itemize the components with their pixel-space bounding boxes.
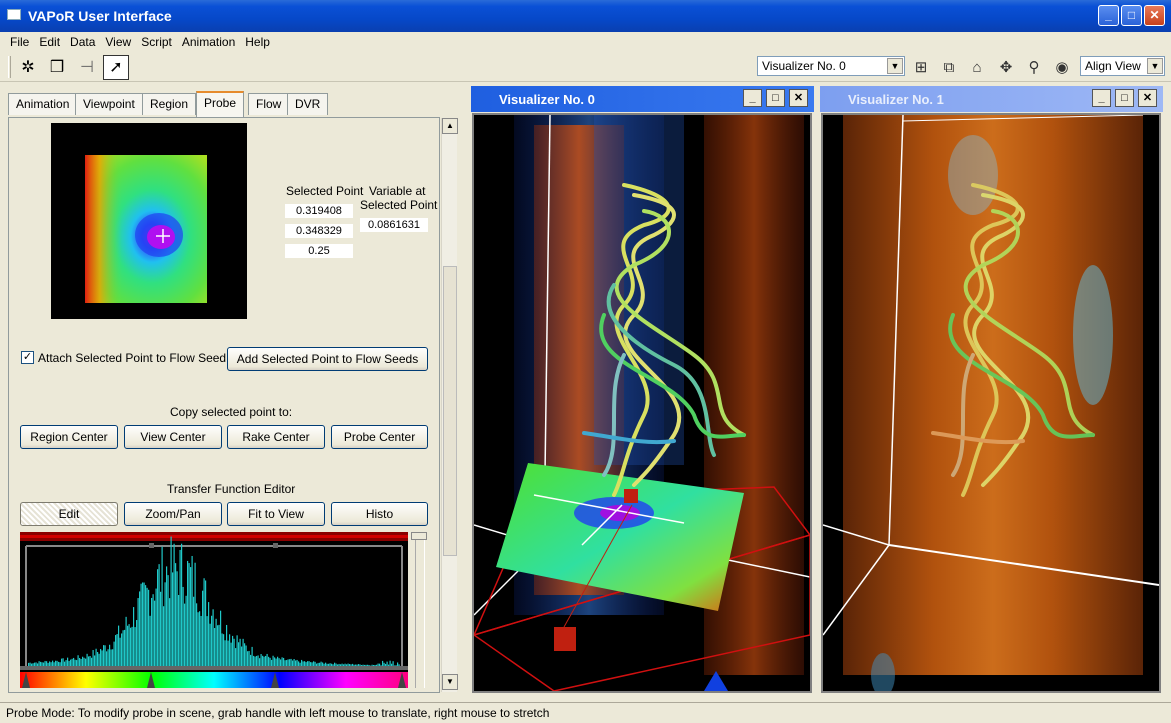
variable-label-2: Selected Point [360,198,438,212]
tf-edit-button[interactable]: Edit [20,502,118,526]
menu-help[interactable]: Help [245,35,270,49]
tab-region[interactable]: Region [142,93,197,115]
tile-icon[interactable]: ⊞ [914,59,928,76]
visualizer-0-titlebar[interactable]: Visualizer No. 0 _ □ ✕ [471,86,814,112]
scroll-down-icon[interactable]: ▼ [442,674,458,690]
viz1-minimize-button[interactable]: _ [1092,89,1111,107]
variable-value-field: 0.0861631 [360,218,428,232]
coord-z-field[interactable]: 0.25 [285,244,353,258]
status-bar: Probe Mode: To modify probe in scene, gr… [0,702,1171,723]
visualizer-0-canvas[interactable] [472,113,812,693]
rake-center-button[interactable]: Rake Center [227,425,325,449]
menu-view[interactable]: View [105,35,132,49]
variable-label: Variable at [369,184,426,198]
probe-image[interactable] [51,123,247,319]
probe-center-button[interactable]: Probe Center [331,425,428,449]
menu-script[interactable]: Script [141,35,172,49]
copy-label: Copy selected point to: [170,405,293,419]
chevron-down-icon: ▼ [887,58,903,74]
visualizer-1-title: Visualizer No. 1 [848,92,944,107]
align-view-select[interactable]: Align View ▼ [1080,56,1165,76]
navigate-icon[interactable]: ✲ [21,59,35,76]
toolbar-grip[interactable] [8,56,11,78]
toolbar: ✲ ❒ ⊣ ➚ Visualizer No. 0 ▼ ⊞ ⧉ ⌂ ✥ ⚲ ◉ A… [0,52,1171,82]
visualizer-1-titlebar[interactable]: Visualizer No. 1 _ □ ✕ [820,86,1163,112]
maximize-button[interactable]: □ [1121,5,1142,26]
home-icon[interactable]: ⌂ [972,59,982,76]
selected-point-label: Selected Point [286,184,364,198]
tf-histo-button[interactable]: Histo [331,502,428,526]
tf-editor-label: Transfer Function Editor [167,482,296,496]
window-title: VAPoR User Interface [28,8,172,24]
transfer-function-editor[interactable] [20,532,408,688]
tf-fit-to-view-button[interactable]: Fit to View [227,502,325,526]
attach-label: Attach Selected Point to Flow Seed [38,351,227,365]
status-text: Probe Mode: To modify probe in scene, gr… [6,706,550,720]
scroll-thumb[interactable] [443,266,457,556]
chevron-down-icon: ▼ [1147,58,1163,74]
cascade-icon[interactable]: ⧉ [943,59,955,76]
region-icon[interactable]: ❒ [49,59,65,76]
region-center-button[interactable]: Region Center [20,425,118,449]
zoom-icon[interactable]: ⚲ [1028,59,1040,76]
menu-animation[interactable]: Animation [181,35,236,49]
panel-scrollbar[interactable]: ▲ ▼ [441,118,458,692]
menu-data[interactable]: Data [70,35,96,49]
menu-bar: File Edit Data View Script Animation Help [0,32,1171,52]
close-button[interactable]: ✕ [1144,5,1165,26]
tf-slider-handle[interactable] [411,532,427,540]
menu-edit[interactable]: Edit [39,35,61,49]
tf-zoom-pan-button[interactable]: Zoom/Pan [124,502,222,526]
viz0-minimize-button[interactable]: _ [743,89,762,107]
probe-panel: Selected Point Variable at Selected Poin… [8,117,458,693]
scroll-up-icon[interactable]: ▲ [442,118,458,134]
tab-dvr[interactable]: DVR [287,93,329,115]
title-bar: VAPoR User Interface _ □ ✕ [0,0,1171,32]
align-view-value: Align View [1085,59,1141,73]
app-icon [7,9,21,20]
visualizer-1-canvas[interactable] [821,113,1161,693]
menu-file[interactable]: File [10,35,30,49]
center-icon[interactable]: ✥ [999,59,1013,76]
add-to-seeds-button[interactable]: Add Selected Point to Flow Seeds [227,347,428,371]
view-center-button[interactable]: View Center [124,425,222,449]
coord-x-field[interactable]: 0.319408 [285,204,353,218]
tf-slider[interactable] [415,536,425,688]
visualizer-select[interactable]: Visualizer No. 0 ▼ [757,56,905,76]
tab-viewpoint[interactable]: Viewpoint [75,93,143,115]
visualizer-select-value: Visualizer No. 0 [762,59,846,73]
viz1-close-button[interactable]: ✕ [1138,89,1157,107]
tab-flow[interactable]: Flow [248,93,290,115]
probe-icon[interactable]: ⊣ [80,59,94,76]
arrow-icon[interactable]: ➚ [103,55,129,80]
viz1-maximize-button[interactable]: □ [1115,89,1134,107]
visualizer-0-title: Visualizer No. 0 [499,92,595,107]
attach-checkbox[interactable]: ✓ [21,351,34,364]
tab-bar: Animation Viewpoint Region Probe Flow DV… [4,88,464,118]
eye-icon[interactable]: ◉ [1055,59,1069,76]
coord-y-field[interactable]: 0.348329 [285,224,353,238]
tab-animation[interactable]: Animation [8,93,78,115]
tab-probe[interactable]: Probe [196,91,245,117]
viz0-maximize-button[interactable]: □ [766,89,785,107]
minimize-button[interactable]: _ [1098,5,1119,26]
viz0-close-button[interactable]: ✕ [789,89,808,107]
